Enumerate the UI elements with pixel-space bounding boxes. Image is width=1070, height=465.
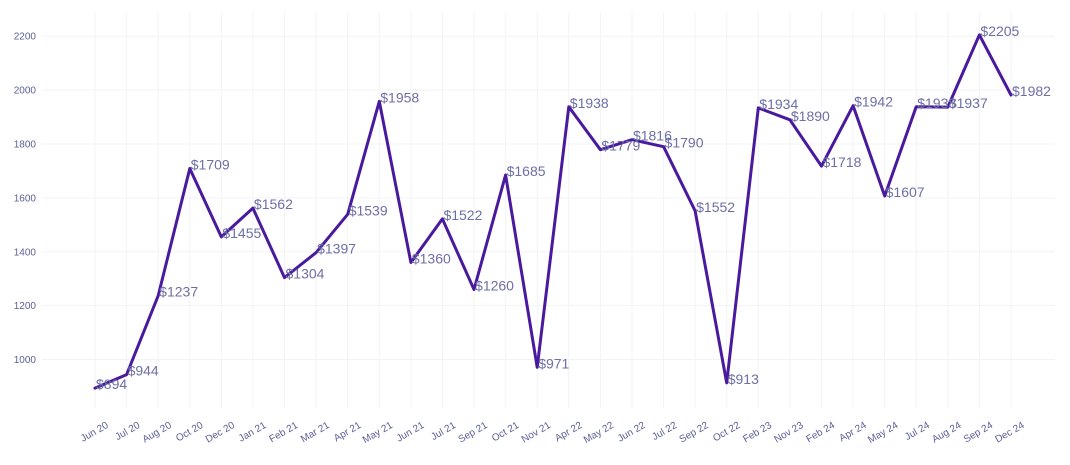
data-label: $1562 (254, 196, 293, 212)
y-tick-label: 1600 (14, 193, 37, 204)
data-label: $1982 (1012, 83, 1051, 99)
data-label: $1539 (349, 202, 388, 218)
data-label: $1938 (917, 95, 956, 111)
data-label: $1958 (380, 89, 419, 105)
x-tick-label: Oct 22 (711, 420, 742, 444)
x-tick-label: Jun 21 (395, 420, 427, 445)
x-tick-label: Jun 22 (616, 420, 648, 445)
x-tick-label: Aug 20 (141, 420, 174, 446)
x-tick-label: Aug 24 (930, 420, 963, 446)
x-tick-label: Oct 21 (490, 420, 521, 444)
data-label: $2205 (980, 23, 1019, 39)
grid (42, 12, 1055, 408)
x-tick-label: May 24 (866, 420, 900, 446)
data-label: $1938 (570, 95, 609, 111)
y-tick-label: 1200 (14, 301, 37, 312)
x-tick-label: Jan 21 (237, 420, 269, 445)
data-label: $1237 (159, 284, 198, 300)
data-label: $1934 (759, 96, 798, 112)
x-tick-label: Dec 24 (994, 420, 1027, 446)
data-label: $1718 (822, 154, 861, 170)
data-label: $1890 (791, 108, 830, 124)
data-label: $1937 (949, 95, 988, 111)
data-labels: $894$944 $1237 $1709 $1455 $1562 $1304 $1397 $1… (96, 23, 1051, 392)
x-tick-label: Apr 21 (332, 420, 363, 444)
y-axis: 1000 1200 1400 1600 1800 2000 2200 (14, 32, 37, 366)
data-label: $913 (728, 371, 759, 387)
x-tick-label: Feb 23 (741, 420, 774, 445)
x-tick-label: Dec 20 (204, 420, 237, 446)
x-tick-label: Jul 21 (429, 420, 458, 443)
x-tick-label: Sep 21 (457, 420, 490, 446)
x-tick-label: Oct 20 (174, 420, 205, 444)
x-tick-label: Nov 23 (772, 420, 805, 446)
y-tick-label: 1400 (14, 247, 37, 258)
x-tick-label: Sep 22 (678, 420, 711, 446)
x-tick-label: Sep 24 (962, 420, 995, 446)
data-label: $971 (538, 355, 569, 371)
y-tick-label: 1800 (14, 140, 37, 151)
x-tick-label: Jul 24 (903, 420, 932, 443)
x-tick-label: Apr 22 (553, 420, 584, 444)
data-label: $1522 (443, 207, 482, 223)
series-line (93, 33, 1013, 390)
data-label: $1607 (886, 184, 925, 200)
data-label: $1816 (633, 128, 672, 144)
data-label: $1260 (475, 277, 514, 293)
data-label: $1685 (507, 163, 546, 179)
x-tick-label: Feb 24 (805, 420, 838, 445)
data-label: $944 (128, 363, 159, 379)
data-label: $1709 (191, 157, 230, 173)
data-label: $894 (96, 376, 127, 392)
y-tick-label: 2200 (14, 32, 37, 43)
x-tick-label: Apr 24 (838, 420, 869, 444)
data-label: $1360 (412, 251, 451, 267)
data-label: $1304 (286, 266, 325, 282)
x-tick-label: Feb 21 (268, 420, 301, 445)
data-label: $1779 (601, 138, 640, 154)
data-label: $1942 (854, 94, 893, 110)
x-tick-label: May 22 (582, 420, 616, 446)
y-tick-label: 1000 (14, 355, 37, 366)
x-tick-label: May 21 (361, 420, 395, 446)
data-label: $1455 (222, 225, 261, 241)
x-tick-label: Nov 21 (520, 420, 553, 446)
y-tick-label: 2000 (14, 86, 37, 97)
x-tick-label: Jul 22 (650, 420, 679, 443)
data-label: $1552 (696, 199, 735, 215)
x-tick-label: Mar 21 (299, 420, 332, 445)
x-tick-label: Jun 20 (79, 420, 111, 445)
x-tick-label: Jul 20 (113, 420, 142, 443)
data-label: $1397 (317, 241, 356, 257)
data-label: $1790 (665, 135, 704, 151)
